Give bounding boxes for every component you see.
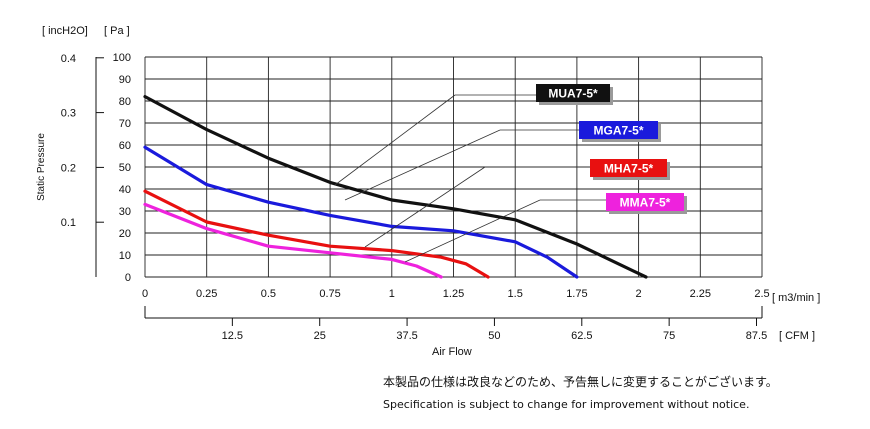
- cfm-unit-label: [ CFM ]: [779, 330, 815, 342]
- legend-box-mua7-5-: [536, 84, 610, 102]
- leader-line-mua7-5-: [334, 94, 456, 186]
- y-tick-label: 60: [119, 140, 131, 152]
- y-axis-title: Static Pressure: [36, 133, 47, 201]
- y-tick-label: 80: [119, 96, 131, 108]
- y-tick-label: 90: [119, 74, 131, 86]
- x-tick-label: 0: [142, 288, 148, 300]
- y-tick-label: 70: [119, 118, 131, 130]
- x-axis-title: Air Flow: [432, 346, 472, 358]
- y-tick-label: 100: [113, 52, 131, 64]
- leader-line-mga7-5-: [344, 129, 501, 201]
- series-lines: [143, 94, 648, 279]
- x-tick-label: 2: [636, 288, 642, 300]
- english-notice: Specification is subject to change for i…: [383, 398, 750, 411]
- series-line-mga7-5-: [143, 145, 579, 279]
- x-tick-label: 1.5: [508, 288, 523, 300]
- legend-box-mha7-5-: [590, 159, 667, 177]
- legend-box-mga7-5-: [579, 121, 658, 139]
- japanese-notice: 本製品の仕様は改良などのため、予告無しに変更することがございます。: [383, 375, 778, 389]
- inh2o-tick-label: 0.3: [61, 108, 76, 120]
- y-tick-label: 40: [119, 184, 131, 196]
- legend-box-mma7-5-: [606, 193, 684, 211]
- inh2o-tick-label: 0.1: [61, 217, 76, 229]
- cfm-tick-label: 75: [663, 330, 675, 342]
- legend-label-mga7-5-: MGA7-5*: [593, 124, 643, 138]
- legend-label-mma7-5-: MMA7-5*: [620, 196, 671, 210]
- y-tick-label: 30: [119, 206, 131, 218]
- cfm-tick-label: 87.5: [746, 330, 767, 342]
- y-tick-label: 20: [119, 228, 131, 240]
- series-line-mma7-5-: [143, 202, 443, 279]
- x-tick-label: 1.25: [443, 288, 464, 300]
- cfm-tick-label: 62.5: [571, 330, 592, 342]
- m3min-unit-label: [ m3/min ]: [772, 292, 820, 304]
- inh2o-tick-label: 0.4: [61, 53, 76, 65]
- x-tick-label: 0.5: [261, 288, 276, 300]
- inh2o-tick-label: 0.2: [61, 162, 76, 174]
- x-tick-label: 1.75: [566, 288, 587, 300]
- x-tick-label: 0.25: [196, 288, 217, 300]
- legend-label-mha7-5-: MHA7-5*: [604, 162, 654, 176]
- x-tick-label: 2.5: [754, 288, 769, 300]
- axes: 0 10 20 30 40 50 60 70 80 90 100 0.1 0.2 0.3 0.4 0 0.25 0…: [36, 25, 820, 358]
- legend-leader-lines: [334, 94, 606, 263]
- cfm-tick-label: 25: [314, 330, 326, 342]
- x-tick-label: 0.75: [319, 288, 340, 300]
- y-tick-label: 10: [119, 250, 131, 262]
- cfm-tick-label: 12.5: [222, 330, 243, 342]
- cfm-tick-label: 37.5: [396, 330, 417, 342]
- series-line-mha7-5-: [143, 189, 490, 279]
- grid: [144, 56, 763, 278]
- inh2o-unit-label: [ incH2O]: [42, 25, 88, 37]
- y-tick-label: 50: [119, 162, 131, 174]
- pa-unit-label: [ Pa ]: [104, 25, 130, 37]
- cfm-tick-label: 50: [488, 330, 500, 342]
- legend-label-mua7-5-: MUA7-5*: [548, 87, 598, 101]
- y-tick-label: 0: [125, 272, 131, 284]
- leader-line-mha7-5-: [364, 166, 486, 248]
- x-tick-label: 1: [389, 288, 395, 300]
- static-pressure-chart: MUA7-5*MGA7-5*MHA7-5*MMA7-5* 01020304050…: [36, 25, 820, 358]
- legend: MUA7-5* MGA7-5* MHA7-5* MMA7-5*: [536, 84, 687, 214]
- leader-line-mma7-5-: [404, 199, 541, 263]
- series-line-mua7-5-: [143, 94, 648, 279]
- x-tick-label: 2.25: [690, 288, 711, 300]
